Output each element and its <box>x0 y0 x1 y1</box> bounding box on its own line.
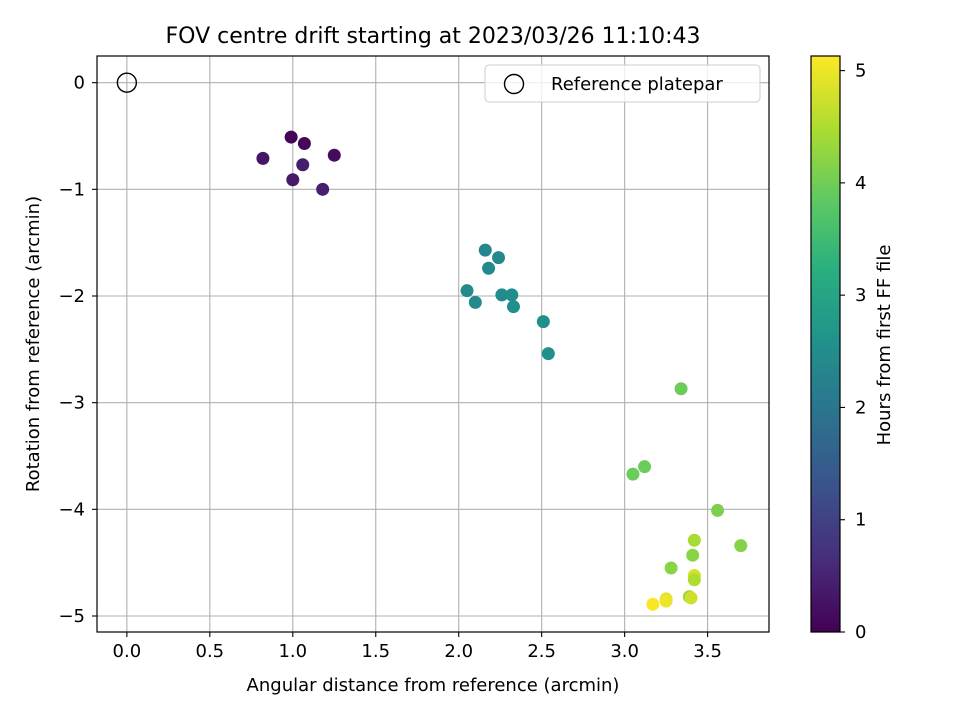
data-point <box>541 347 555 361</box>
data-point <box>659 594 673 608</box>
legend-box <box>484 64 761 103</box>
colorbar-gradient <box>810 55 841 633</box>
data-points <box>256 130 748 611</box>
reference-marker-group <box>116 72 138 93</box>
data-point <box>687 573 701 587</box>
colorbar-label: Hours from first FF file <box>874 245 895 446</box>
grid <box>97 56 769 632</box>
data-point <box>327 148 341 162</box>
x-axis-label: Angular distance from reference (arcmin) <box>247 675 620 696</box>
data-point <box>460 284 474 298</box>
chart-title: FOV centre drift starting at 2023/03/26 … <box>166 24 701 49</box>
data-point <box>284 130 298 144</box>
data-point <box>297 136 311 150</box>
data-point <box>256 151 270 165</box>
colorbar-tick-label: 2 <box>855 397 866 418</box>
y-tick-label: −5 <box>58 606 85 627</box>
data-point <box>684 591 698 605</box>
colorbar-tick-label: 3 <box>855 285 866 306</box>
data-point <box>536 315 550 329</box>
data-point <box>492 251 506 265</box>
legend: Reference platepar <box>484 64 761 103</box>
y-tick-label: 0 <box>74 73 85 94</box>
x-tick-label: 3.5 <box>693 641 722 662</box>
y-axis-ticks: 0 −1 −2 −3 −4 −5 <box>58 73 97 627</box>
y-tick-label: −3 <box>58 393 85 414</box>
x-tick-label: 0.0 <box>113 641 142 662</box>
colorbar-ticks: 0 1 2 3 4 5 <box>840 61 866 643</box>
colorbar: 0 1 2 3 4 5 Hours from first FF file <box>810 55 895 643</box>
y-axis-label: Rotation from reference (arcmin) <box>23 196 44 492</box>
colorbar-tick-label: 5 <box>855 61 866 82</box>
x-tick-label: 1.5 <box>361 641 390 662</box>
plot-area: 0.0 0.5 1.0 1.5 2.0 2.5 3.0 3.5 0 −1 −2 −3 −4 −5 <box>58 55 770 662</box>
data-point <box>686 548 700 562</box>
data-point <box>664 561 678 575</box>
y-tick-label: −2 <box>58 286 85 307</box>
x-tick-label: 3.0 <box>610 641 639 662</box>
plot-frame <box>96 55 770 633</box>
data-point <box>286 173 300 187</box>
x-tick-label: 2.0 <box>444 641 473 662</box>
data-point <box>711 503 725 517</box>
x-axis-ticks: 0.0 0.5 1.0 1.5 2.0 2.5 3.0 3.5 <box>113 632 722 662</box>
data-point <box>296 158 310 172</box>
data-point <box>734 539 748 553</box>
data-point <box>626 467 640 481</box>
data-point <box>646 597 660 611</box>
x-tick-label: 0.5 <box>196 641 225 662</box>
reference-marker <box>116 72 138 93</box>
data-point <box>687 533 701 547</box>
data-point <box>478 243 492 257</box>
colorbar-tick-label: 0 <box>855 622 866 643</box>
x-tick-label: 1.0 <box>278 641 307 662</box>
plot-background <box>97 56 769 632</box>
data-point <box>506 300 520 314</box>
y-tick-label: −1 <box>58 179 85 200</box>
data-point <box>316 182 330 196</box>
data-point <box>505 288 519 302</box>
x-tick-label: 2.5 <box>527 641 556 662</box>
legend-reference-marker <box>503 73 525 95</box>
data-point <box>495 288 509 302</box>
y-tick-label: −4 <box>58 499 85 520</box>
data-point <box>674 382 688 396</box>
colorbar-tick-label: 1 <box>855 510 866 531</box>
colorbar-tick-label: 4 <box>855 173 866 194</box>
data-point <box>468 295 482 309</box>
data-point <box>638 460 652 474</box>
legend-reference-label: Reference platepar <box>551 74 723 95</box>
data-point <box>482 261 496 275</box>
